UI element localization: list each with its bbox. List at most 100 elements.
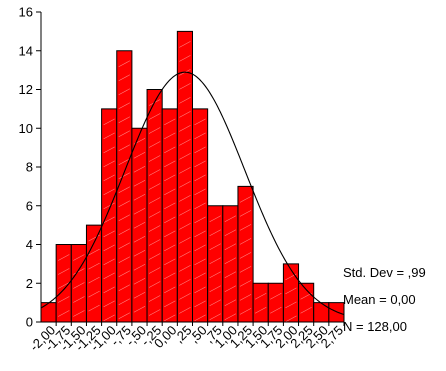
bar-hatch-9 xyxy=(179,307,191,314)
bar-hatch-8 xyxy=(164,174,176,182)
stat-mean: Mean = 0,00 xyxy=(343,292,416,307)
histogram-bar-0 xyxy=(40,302,57,323)
bar-hatch-1 xyxy=(58,254,70,261)
bar-hatch-4 xyxy=(103,202,115,210)
bar-hatch-7 xyxy=(148,127,161,134)
bar-hatch-5 xyxy=(118,102,131,110)
bar-hatch-6 xyxy=(133,151,146,159)
bar-hatch-13 xyxy=(239,210,252,217)
bar-hatch-10 xyxy=(194,202,206,210)
bar-hatch-10 xyxy=(194,258,206,266)
bar-hatch-7 xyxy=(148,113,161,120)
bar-hatch-11 xyxy=(209,215,221,223)
bar-hatch-17 xyxy=(300,292,312,300)
bar-hatch-5 xyxy=(118,116,131,124)
bar-hatch-10 xyxy=(194,174,206,182)
histogram-bar-14 xyxy=(252,282,269,323)
histogram-bar-19 xyxy=(328,302,345,323)
y-tick-label-7: 14 xyxy=(19,43,33,58)
bar-hatch-8 xyxy=(164,188,176,196)
bar-hatch-10 xyxy=(194,272,206,280)
bar-hatch-11 xyxy=(209,257,221,265)
bar-hatch-9 xyxy=(179,209,191,216)
bar-hatch-12 xyxy=(224,257,237,265)
bar-hatch-9 xyxy=(179,139,191,146)
bar-hatch-5 xyxy=(118,256,131,264)
bar-hatch-11 xyxy=(209,299,221,307)
bar-hatch-1 xyxy=(58,268,70,275)
bar-hatch-12 xyxy=(224,243,237,251)
bar-hatch-7 xyxy=(148,225,161,232)
bar-hatch-5 xyxy=(118,88,131,96)
bar-hatch-13 xyxy=(239,238,252,245)
bar-hatch-9 xyxy=(179,41,191,48)
normal-curve xyxy=(40,71,345,316)
bar-hatch-10 xyxy=(194,244,206,252)
bar-hatch-13 xyxy=(239,266,252,273)
y-tick-label-8: 16 xyxy=(19,5,33,20)
bar-hatch-5 xyxy=(118,298,131,306)
bar-hatch-10 xyxy=(194,188,206,196)
bar-hatch-10 xyxy=(194,118,206,126)
bar-hatch-14 xyxy=(254,306,267,314)
bar-hatch-4 xyxy=(103,300,115,308)
bar-hatch-9 xyxy=(179,167,191,174)
y-tick-label-5: 10 xyxy=(19,121,33,136)
bar-hatch-16 xyxy=(285,287,297,295)
bar-hatch-4 xyxy=(103,230,115,238)
bar-hatch-6 xyxy=(133,179,146,187)
bar-hatch-6 xyxy=(133,249,146,257)
y-tick-label-3: 6 xyxy=(26,198,33,213)
bar-hatch-13 xyxy=(239,196,252,203)
bar-hatch-1 xyxy=(58,310,70,317)
bar-hatch-10 xyxy=(194,216,206,224)
histogram-bar-15 xyxy=(267,282,284,323)
bar-hatch-4 xyxy=(103,174,115,182)
bar-hatch-7 xyxy=(148,309,161,316)
bar-hatch-3 xyxy=(88,276,100,284)
bar-hatch-5 xyxy=(118,158,131,166)
bar-hatch-12 xyxy=(224,215,237,223)
bar-hatch-6 xyxy=(133,165,146,173)
bar-hatch-7 xyxy=(148,141,161,148)
bars-group xyxy=(40,30,345,323)
bar-hatch-6 xyxy=(133,277,146,285)
bar-hatch-7 xyxy=(148,169,161,176)
bar-hatch-13 xyxy=(239,294,252,301)
bar-hatch-13 xyxy=(239,252,252,259)
bar-hatch-5 xyxy=(118,74,131,82)
bar-hatch-8 xyxy=(164,216,176,224)
bar-hatch-7 xyxy=(148,197,161,204)
bar-hatch-8 xyxy=(164,132,176,140)
bar-hatch-7 xyxy=(148,239,161,246)
bar-hatch-10 xyxy=(194,160,206,168)
bar-hatch-5 xyxy=(118,228,131,236)
bar-hatch-10 xyxy=(194,300,206,308)
bar-hatch-2 xyxy=(73,310,85,317)
bar-hatch-12 xyxy=(224,285,237,293)
bar-hatch-3 xyxy=(88,262,100,270)
bar-hatch-7 xyxy=(148,295,161,302)
bar-hatch-7 xyxy=(148,267,161,274)
bar-hatch-9 xyxy=(179,237,191,244)
bar-hatch-9 xyxy=(179,97,191,104)
bar-hatch-4 xyxy=(103,118,115,126)
bar-hatch-5 xyxy=(118,130,131,138)
bar-hatch-12 xyxy=(224,299,237,307)
bar-hatch-13 xyxy=(239,280,252,287)
bar-hatch-1 xyxy=(58,282,70,289)
bar-hatch-11 xyxy=(209,229,221,237)
bar-hatch-5 xyxy=(118,270,131,278)
bar-hatch-14 xyxy=(254,292,267,300)
bar-hatch-6 xyxy=(133,305,146,313)
bar-hatch-5 xyxy=(118,186,131,194)
bar-hatch-12 xyxy=(224,271,237,279)
bar-hatch-8 xyxy=(164,146,176,154)
stat-std-dev: Std. Dev = ,99 xyxy=(343,265,426,280)
bar-hatch-9 xyxy=(179,111,191,118)
histogram-bar-16 xyxy=(282,263,300,323)
bar-hatch-10 xyxy=(194,286,206,294)
bar-hatch-11 xyxy=(209,285,221,293)
bar-hatch-11 xyxy=(209,313,221,321)
